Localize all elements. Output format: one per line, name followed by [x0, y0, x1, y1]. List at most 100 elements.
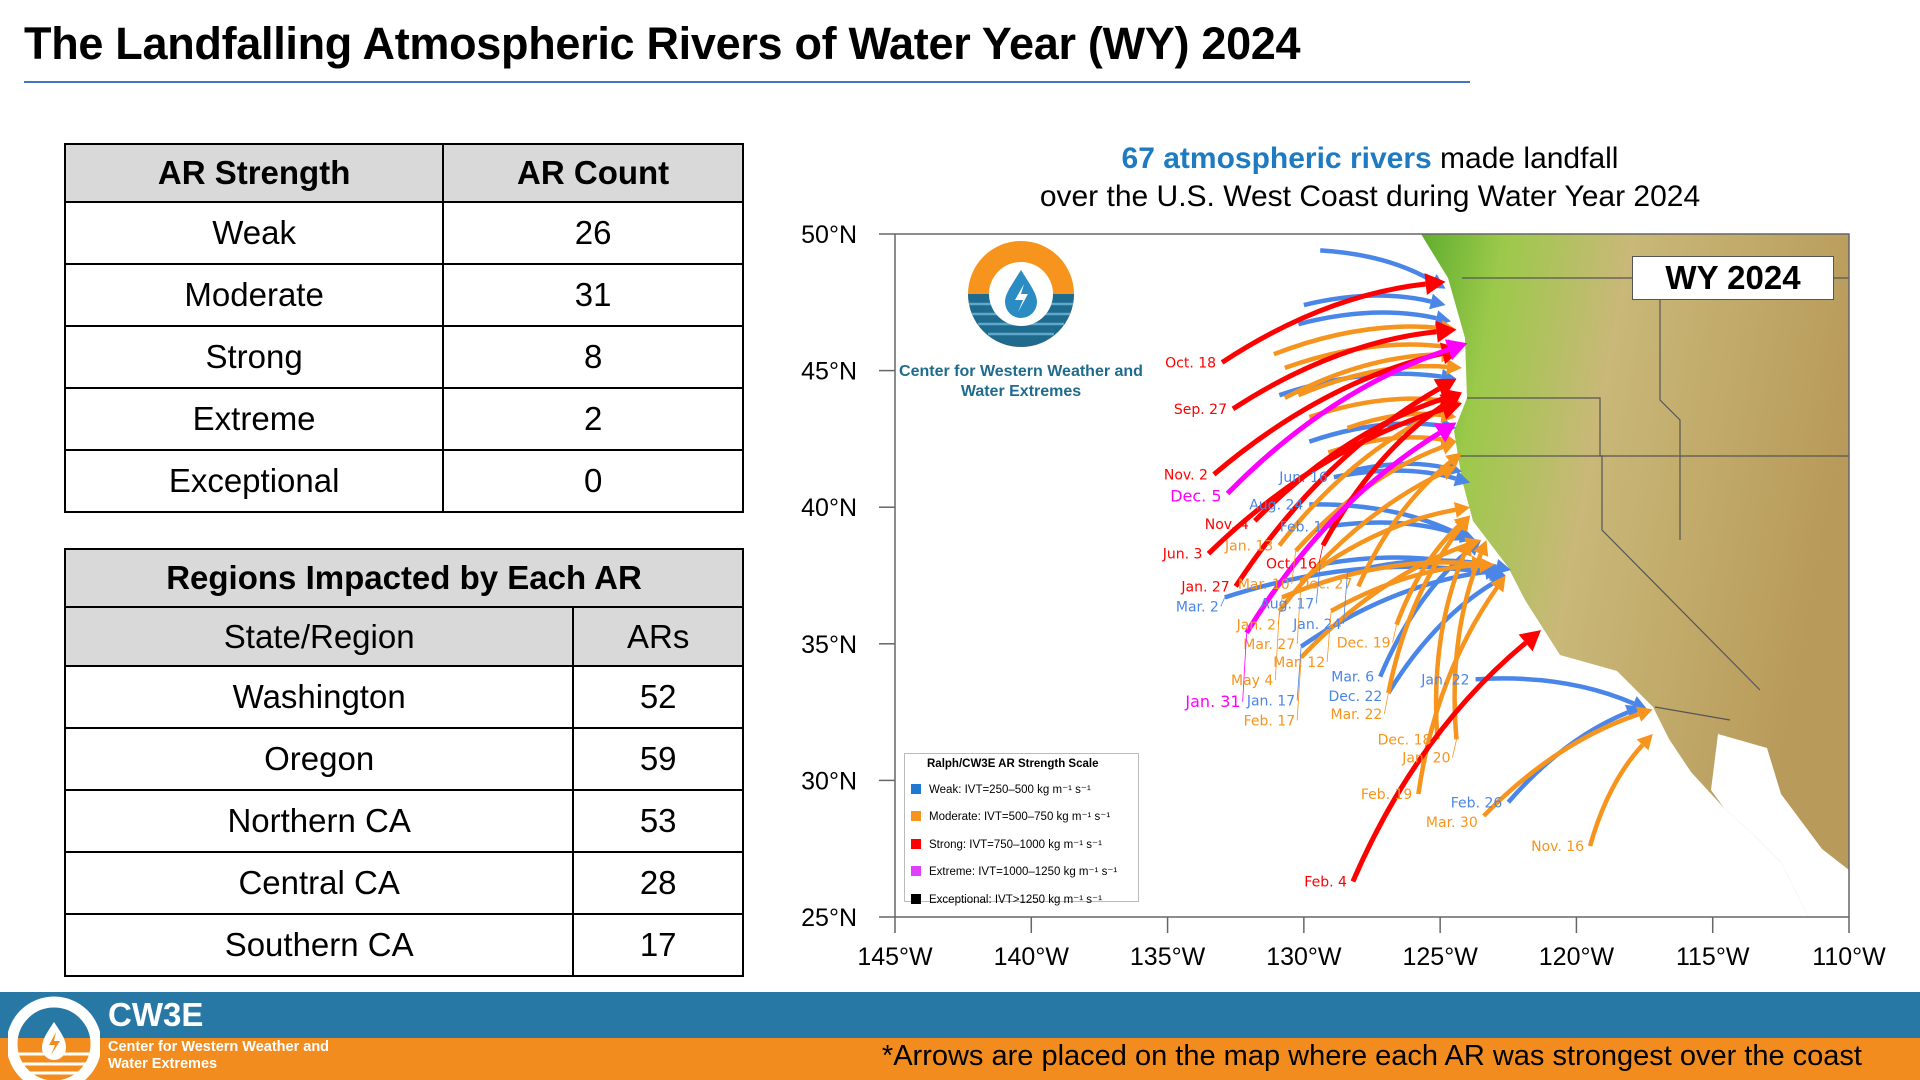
arrow-date-label: Jan. 24: [1292, 617, 1341, 633]
arrow-shaft: [1350, 640, 1528, 883]
arrow-date-label: Aug. 24: [1249, 497, 1303, 513]
legend-item-exceptional: Exceptional: IVT>1250 kg m⁻¹ s⁻¹: [911, 885, 1132, 913]
ar-arrow-moderate: [1277, 465, 1457, 613]
arrow-shaft: [1320, 401, 1447, 547]
lon-tick-label: 145°W: [857, 943, 933, 971]
arrow-date-label: Feb. 26: [1451, 795, 1503, 811]
legend-item-weak: Weak: IVT=250–500 kg m⁻¹ s⁻¹: [911, 775, 1132, 803]
ars-cell: 52: [572, 665, 744, 729]
table-row: Oregon 59: [63, 727, 744, 791]
arrow-shaft: [1320, 248, 1434, 283]
label-leader-line: [1296, 580, 1302, 644]
subtitle-text: made landfall: [1431, 142, 1619, 175]
arrow-date-label: Oct. 18: [1165, 355, 1216, 371]
label-leader-line: [1242, 632, 1248, 702]
ar-arrow-extreme: [1244, 422, 1457, 635]
arrowhead-icon: [1445, 452, 1462, 469]
lon-tick-label: 110°W: [1812, 943, 1886, 971]
arrow-shaft: [1233, 386, 1441, 588]
ar-strength-table: AR Strength AR Count Weak 26 Moderate 31 S…: [63, 143, 744, 513]
arrow-shaft: [1394, 523, 1461, 626]
ar-arrow-moderate: [1330, 557, 1495, 613]
arrow-shaft: [1475, 676, 1635, 706]
footer-band-orange: [0, 1038, 1920, 1080]
ars-cell: 28: [572, 851, 744, 915]
arrow-shaft: [1482, 712, 1640, 818]
label-leader-line: [1318, 545, 1324, 564]
arrow-date-label: Mar. 30: [1426, 815, 1478, 831]
page-title: The Landfalling Atmospheric Rivers of Wa…: [24, 18, 1301, 69]
strength-cell: Strong: [63, 325, 445, 389]
footer-brand-subtitle: Center for Western Weather and Water Ext…: [108, 1039, 330, 1072]
ar-arrow-weak: [1297, 310, 1452, 327]
regions-table: Regions Impacted by Each AR State/Region…: [63, 548, 744, 977]
arrowhead-icon: [1635, 706, 1653, 722]
legend-swatch: [911, 811, 921, 822]
label-leader-line: [1383, 692, 1389, 715]
footer-cw3e-logo-icon: [8, 996, 100, 1080]
column-header: AR Count: [442, 143, 744, 203]
arrowhead-icon: [1636, 733, 1653, 751]
arrow-shaft: [1244, 430, 1441, 635]
ar-arrow-strong: [1350, 630, 1541, 883]
table-row: Exceptional 0: [63, 449, 744, 513]
arrow-shaft: [1220, 281, 1426, 365]
ar-arrow-moderate: [1587, 733, 1653, 847]
arrow-date-label: Dec. 5: [1170, 487, 1221, 506]
arrowhead-icon: [1453, 470, 1471, 487]
water-year-badge: WY 2024: [1632, 256, 1834, 300]
title-underline: [24, 81, 1470, 83]
arrow-shaft: [1253, 396, 1444, 523]
arrow-shaft: [1356, 460, 1452, 588]
ar-arrow-strong: [1320, 392, 1462, 547]
column-header: AR Strength: [63, 143, 445, 203]
ar-arrow-moderate: [1416, 575, 1506, 795]
arrowhead-icon: [1439, 465, 1457, 480]
ar-arrow-extreme: [1225, 339, 1468, 496]
arrow-date-label: Dec. 22: [1329, 689, 1383, 705]
arrow-shaft: [1277, 470, 1444, 613]
lightning-icon: [1015, 284, 1028, 312]
footnote: *Arrows are placed on the map where each…: [881, 1040, 1862, 1072]
arrow-date-label: Mar. 6: [1331, 670, 1374, 686]
region-cell: Central CA: [63, 851, 575, 915]
arrowhead-icon: [1479, 557, 1495, 574]
legend-label: Exceptional: IVT>1250 kg m⁻¹ s⁻¹: [929, 893, 1102, 906]
arrow-date-label: Jun. 16: [1278, 470, 1328, 486]
arrow-date-label: Dec. 19: [1337, 636, 1391, 652]
arrow-shaft: [1386, 581, 1494, 695]
arrow-shaft: [1386, 525, 1463, 694]
table-row: Weak 26: [63, 201, 744, 265]
map-subtitle: 67 atmospheric rivers made landfall over…: [960, 140, 1780, 216]
table-row: Washington 52: [63, 665, 744, 729]
arrow-shaft: [1333, 468, 1457, 481]
legend-title: Ralph/CW3E AR Strength Scale: [927, 758, 1099, 770]
lon-tick-label: 140°W: [994, 943, 1070, 971]
arrow-date-label: Feb. 1: [1280, 519, 1323, 535]
table-header-row: State/Region ARs: [63, 606, 744, 667]
count-cell: 2: [442, 387, 744, 451]
lat-tick-label: 30°N: [801, 767, 857, 795]
ars-cell: 17: [572, 913, 744, 977]
arrow-date-label: Mar. 22: [1331, 707, 1383, 723]
ars-cell: 59: [572, 727, 744, 791]
arrow-date-label: May 4: [1231, 673, 1273, 689]
ar-count-highlight: 67 atmospheric rivers: [1121, 142, 1432, 175]
arrow-date-label: Sep. 27: [1174, 402, 1227, 418]
legend-item-strong: Strong: IVT=750–1000 kg m⁻¹ s⁻¹: [911, 830, 1132, 858]
strength-cell: Weak: [63, 201, 445, 265]
table-row: Central CA 28: [63, 851, 744, 915]
arrow-date-label: Feb. 17: [1244, 713, 1296, 729]
lat-tick-label: 35°N: [801, 631, 857, 659]
arrow-shaft: [1273, 324, 1442, 357]
column-header: ARs: [572, 606, 744, 667]
legend-swatch: [911, 838, 921, 849]
strength-legend: Ralph/CW3E AR Strength Scale Weak: IVT=2…: [904, 753, 1139, 906]
gulf-of-california: [1711, 734, 1849, 917]
label-leader-line: [1296, 657, 1302, 721]
ar-arrow-labels: Jun. 16 Aug. 24 Feb. 1 Aug. 17 Jan. 24 Mar. 2…: [1162, 355, 1584, 890]
arrow-date-label: Mar. 10: [1238, 577, 1290, 593]
arrow-date-label: Mar. 2: [1176, 599, 1219, 615]
arrowhead-icon: [1424, 273, 1446, 295]
label-leader-line: [1452, 739, 1457, 758]
